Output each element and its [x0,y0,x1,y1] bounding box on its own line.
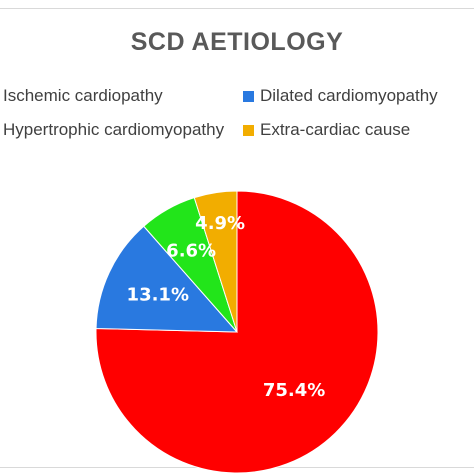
legend-swatch-extracardiac [243,124,254,136]
legend-item-extracardiac: Extra-cardiac cause [243,120,410,140]
legend-label-extracardiac: Extra-cardiac cause [260,120,411,139]
legend-swatch-dilated [243,90,254,102]
slice-dilated [95,225,239,333]
legend-item-ischemic: Ischemic cardiopathy [0,86,163,106]
slice-ischemic [95,190,379,474]
legend-item-dilated: Dilated cardiomyopathy [243,86,438,106]
label-extracardiac: 4.9% [195,213,245,234]
label-ischemic: 75.4% [263,380,325,401]
legend-label-hypertrophic: Hypertrophic cardiomyopathy [3,120,225,139]
legend-label-ischemic: Ischemic cardiopathy [3,86,163,105]
chart-title: SCD AETIOLOGY [130,28,344,56]
label-dilated: 13.1% [127,285,189,306]
label-hypertrophic: 6.6% [166,241,216,262]
legend-label-dilated: Dilated cardiomyopathy [260,86,438,105]
slice-extracardiac [193,190,238,333]
legend-item-hypertrophic: Hypertrophic cardiomyopathy [0,120,224,140]
